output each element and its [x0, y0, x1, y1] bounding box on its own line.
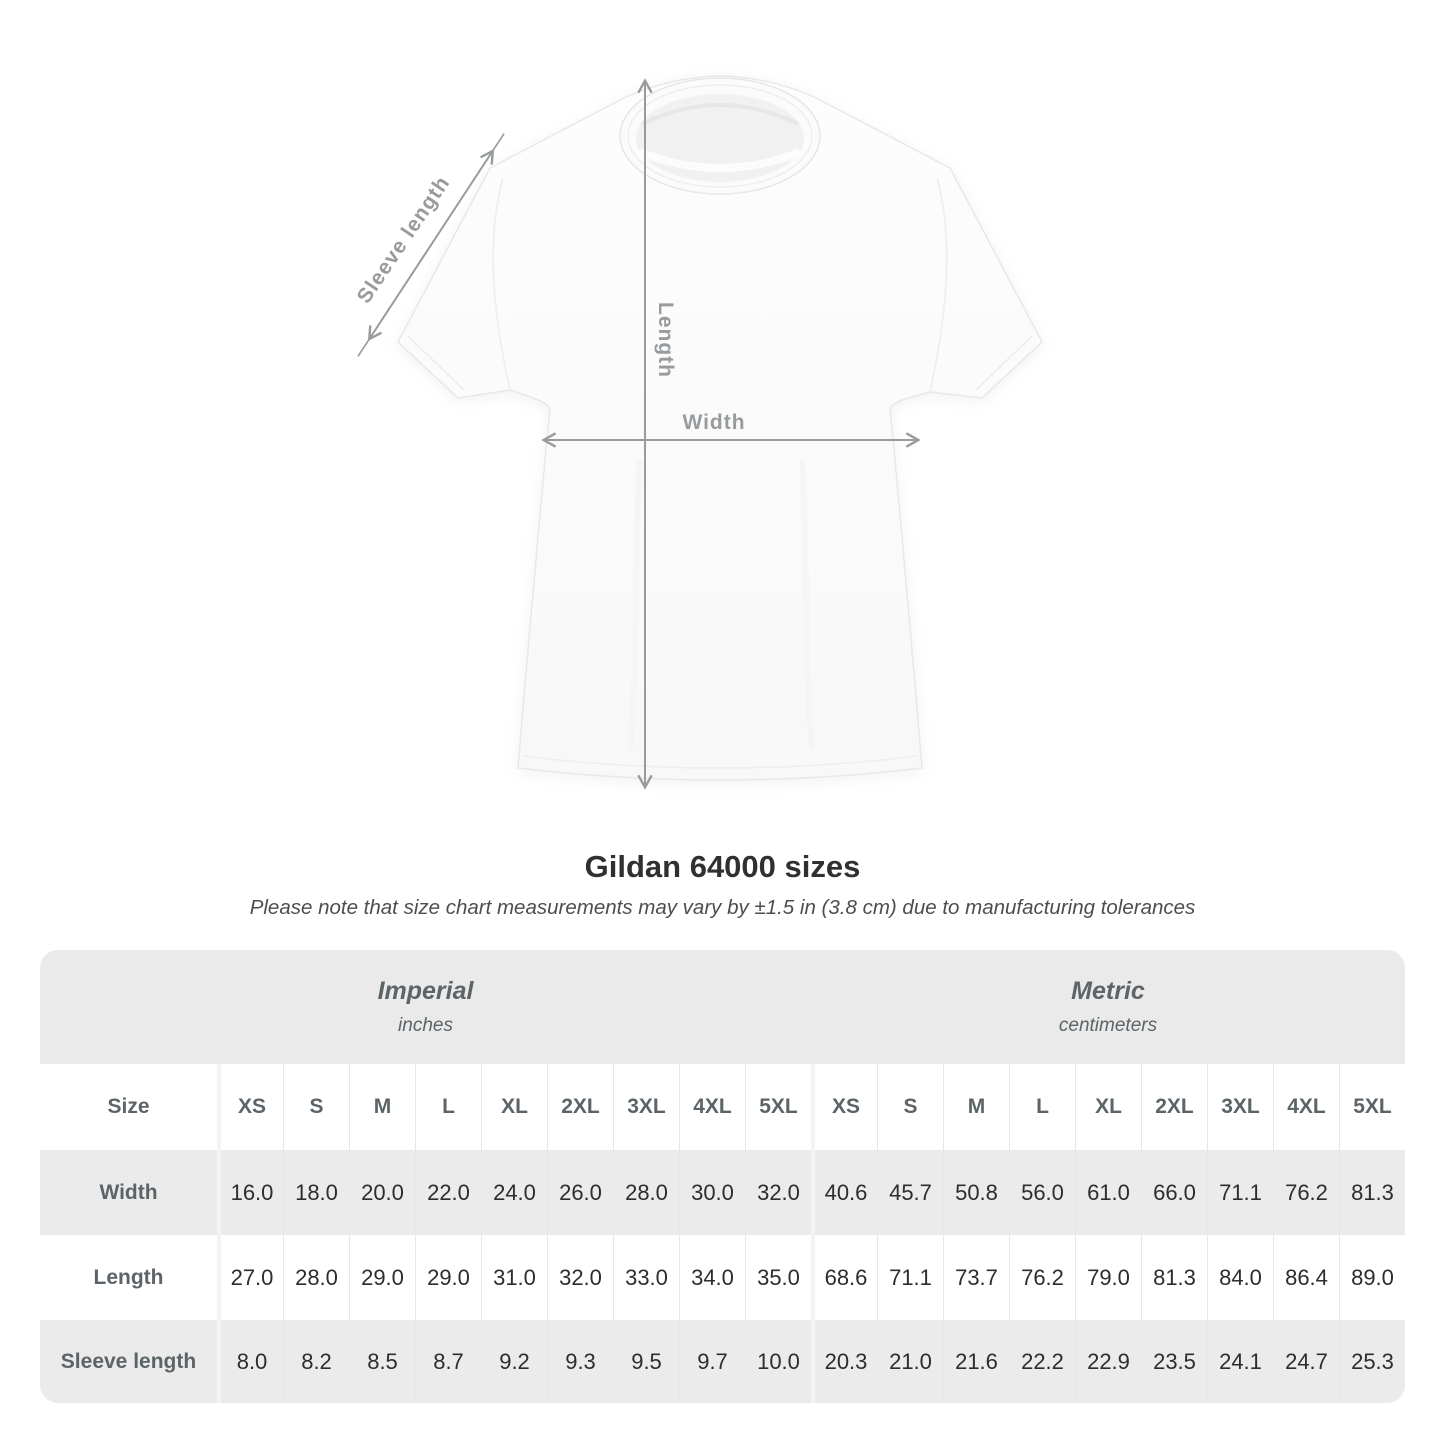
- imperial-unit: inches: [398, 1015, 453, 1036]
- value-cell-metric-xl: 61.0: [1075, 1150, 1141, 1235]
- width-label: Width: [682, 411, 746, 434]
- row-label: Length: [93, 1265, 164, 1289]
- value-cell-imperial-xs: 16.0: [217, 1150, 283, 1235]
- value-cell-metric-3xl: 84.0: [1207, 1235, 1273, 1320]
- value-cell-metric-l: 76.2: [1009, 1235, 1075, 1320]
- value-cell-imperial-5xl: 35.0: [745, 1235, 811, 1320]
- value-cell-imperial-2xl: 26.0: [547, 1150, 613, 1235]
- value-cell-imperial-m: 20.0: [349, 1150, 415, 1235]
- value-cell-imperial-4xl: 9.7: [679, 1320, 745, 1403]
- value-cell-metric-l: 22.2: [1009, 1320, 1075, 1403]
- value-cell-metric-s: 45.7: [877, 1150, 943, 1235]
- size-chart-table: Imperial inches Metric centimeters Size X…: [40, 950, 1405, 1403]
- value-cell-metric-2xl: 23.5: [1141, 1320, 1207, 1403]
- page-title: Gildan 64000 sizes: [584, 849, 861, 884]
- value-cell-imperial-xl: 31.0: [481, 1235, 547, 1320]
- row-label: Width: [99, 1180, 158, 1204]
- size-col-header-metric-m: M: [943, 1064, 1009, 1150]
- value-cell-metric-m: 21.6: [943, 1320, 1009, 1403]
- size-header-row: Size XS S M L XL 2XL 3XL 4XL 5XL XS S M L XL 2XL 3XL 4XL 5…: [40, 1064, 1405, 1150]
- value-cell-imperial-2xl: 9.3: [547, 1320, 613, 1403]
- value-cell-imperial-3xl: 28.0: [613, 1150, 679, 1235]
- size-col-header-metric-l: L: [1009, 1064, 1075, 1150]
- metric-header-group: Metric centimeters: [811, 950, 1405, 1064]
- metric-header: Metric: [1071, 977, 1145, 1005]
- size-col-header-imperial-s: S: [283, 1064, 349, 1150]
- size-col-header-imperial-xl: XL: [481, 1064, 547, 1150]
- value-cell-metric-m: 50.8: [943, 1150, 1009, 1235]
- value-cell-imperial-s: 8.2: [283, 1320, 349, 1403]
- size-col-header-metric-xs: XS: [811, 1064, 877, 1150]
- value-cell-metric-2xl: 66.0: [1141, 1150, 1207, 1235]
- size-col-header-imperial-l: L: [415, 1064, 481, 1150]
- tolerance-note: Please note that size chart measurements…: [249, 896, 1196, 919]
- value-cell-imperial-m: 8.5: [349, 1320, 415, 1403]
- value-cell-imperial-xs: 27.0: [217, 1235, 283, 1320]
- tshirt-graphic: [357, 75, 1043, 790]
- size-col-header-metric-xl: XL: [1075, 1064, 1141, 1150]
- value-cell-metric-xl: 22.9: [1075, 1320, 1141, 1403]
- size-col-header-imperial-4xl: 4XL: [679, 1064, 745, 1150]
- value-cell-metric-l: 56.0: [1009, 1150, 1075, 1235]
- size-col-header-metric-2xl: 2XL: [1141, 1064, 1207, 1150]
- value-cell-imperial-l: 8.7: [415, 1320, 481, 1403]
- size-col-header-imperial-m: M: [349, 1064, 415, 1150]
- value-cell-imperial-m: 29.0: [349, 1235, 415, 1320]
- value-cell-metric-5xl: 25.3: [1339, 1320, 1405, 1403]
- size-corner-label: Size: [107, 1095, 150, 1118]
- size-col-header-metric-3xl: 3XL: [1207, 1064, 1273, 1150]
- value-cell-metric-4xl: 76.2: [1273, 1150, 1339, 1235]
- size-col-header-imperial-xs: XS: [217, 1064, 283, 1150]
- table-body: Width 16.0 18.0 20.0 22.0 24.0 26.0 28.0 30.0 32.…: [40, 1150, 1405, 1403]
- value-cell-imperial-xl: 9.2: [481, 1320, 547, 1403]
- value-cell-metric-xs: 68.6: [811, 1235, 877, 1320]
- imperial-header-group: Imperial inches: [40, 950, 811, 1064]
- row-label: Sleeve length: [60, 1349, 197, 1373]
- value-cell-metric-xs: 20.3: [811, 1320, 877, 1403]
- measurement-row-sleeve-length: Sleeve length 8.0 8.2 8.5 8.7 9.2 9.3 9.5 9.7 10.…: [40, 1320, 1405, 1403]
- tshirt-collar: [619, 77, 821, 195]
- value-cell-metric-xs: 40.6: [811, 1150, 877, 1235]
- value-cell-metric-5xl: 89.0: [1339, 1235, 1405, 1320]
- value-cell-metric-4xl: 86.4: [1273, 1235, 1339, 1320]
- unit-header-band: Imperial inches Metric centimeters: [40, 950, 1405, 1064]
- value-cell-metric-3xl: 24.1: [1207, 1320, 1273, 1403]
- value-cell-metric-4xl: 24.7: [1273, 1320, 1339, 1403]
- value-cell-metric-5xl: 81.3: [1339, 1150, 1405, 1235]
- value-cell-metric-m: 73.7: [943, 1235, 1009, 1320]
- value-cell-imperial-5xl: 10.0: [745, 1320, 811, 1403]
- value-cell-imperial-3xl: 33.0: [613, 1235, 679, 1320]
- value-cell-imperial-xs: 8.0: [217, 1320, 283, 1403]
- size-col-header-imperial-3xl: 3XL: [613, 1064, 679, 1150]
- value-cell-imperial-s: 28.0: [283, 1235, 349, 1320]
- size-col-header-imperial-2xl: 2XL: [547, 1064, 613, 1150]
- sleeve-length-arrow: [357, 133, 505, 357]
- value-cell-metric-2xl: 81.3: [1141, 1235, 1207, 1320]
- value-cell-metric-s: 21.0: [877, 1320, 943, 1403]
- value-cell-imperial-l: 22.0: [415, 1150, 481, 1235]
- tshirt-body: [397, 75, 1043, 781]
- value-cell-metric-s: 71.1: [877, 1235, 943, 1320]
- value-cell-imperial-l: 29.0: [415, 1235, 481, 1320]
- value-cell-imperial-3xl: 9.5: [613, 1320, 679, 1403]
- measurement-row-length: Length 27.0 28.0 29.0 29.0 31.0 32.0 33.0 34.0 35…: [40, 1235, 1405, 1320]
- value-cell-imperial-4xl: 34.0: [679, 1235, 745, 1320]
- length-label: Length: [654, 302, 677, 378]
- size-col-header-metric-s: S: [877, 1064, 943, 1150]
- measurement-row-width: Width 16.0 18.0 20.0 22.0 24.0 26.0 28.0 30.0 32.…: [40, 1150, 1405, 1235]
- value-cell-imperial-xl: 24.0: [481, 1150, 547, 1235]
- value-cell-imperial-2xl: 32.0: [547, 1235, 613, 1320]
- metric-unit: centimeters: [1058, 1015, 1158, 1036]
- value-cell-imperial-4xl: 30.0: [679, 1150, 745, 1235]
- imperial-header: Imperial: [377, 977, 474, 1005]
- size-col-header-imperial-5xl: 5XL: [745, 1064, 811, 1150]
- value-cell-imperial-5xl: 32.0: [745, 1150, 811, 1235]
- size-col-header-metric-5xl: 5XL: [1339, 1064, 1405, 1150]
- value-cell-imperial-s: 18.0: [283, 1150, 349, 1235]
- size-col-header-metric-4xl: 4XL: [1273, 1064, 1339, 1150]
- value-cell-metric-xl: 79.0: [1075, 1235, 1141, 1320]
- value-cell-metric-3xl: 71.1: [1207, 1150, 1273, 1235]
